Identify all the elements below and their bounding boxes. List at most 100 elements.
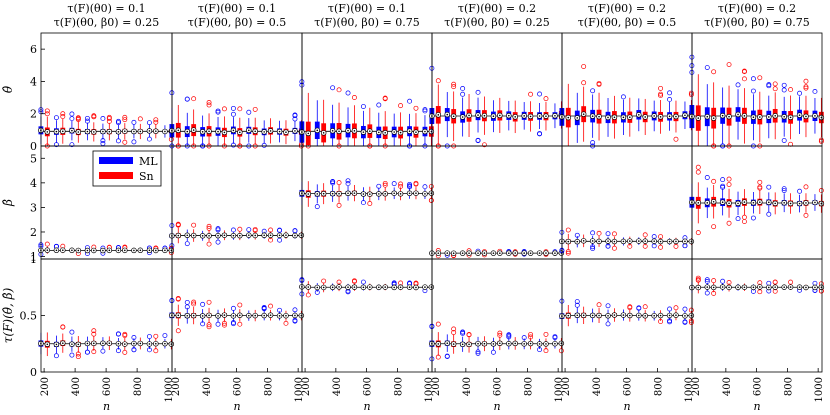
x-tick-label: 1000 (294, 377, 305, 402)
panel-r1-c4 (429, 32, 565, 149)
y-tick-label: 5 (30, 152, 37, 165)
median-dot (269, 314, 272, 316)
column-title-line2: τ(F)(θ0, β0) = 0.75 (704, 16, 810, 29)
median-dot (798, 202, 801, 205)
median-dot (133, 130, 135, 133)
outlier-sn (772, 86, 778, 92)
outlier-ml (605, 231, 611, 237)
outlier-sn (428, 183, 434, 189)
outlier-ml (720, 278, 726, 284)
median-dot (523, 343, 525, 345)
outlier-sn (757, 75, 763, 81)
outlier-sn (283, 320, 289, 326)
median-dot (415, 192, 417, 195)
outlier-sn (206, 100, 212, 105)
median-dot (408, 192, 411, 195)
outlier-sn (268, 303, 274, 309)
median-dot (783, 115, 785, 118)
outlier-sn (658, 91, 664, 97)
outlier-ml (590, 244, 596, 250)
median-dot (164, 249, 166, 252)
median-dot (316, 193, 319, 195)
outlier-ml (184, 299, 190, 305)
median-dot (148, 249, 151, 252)
median-dot (789, 116, 792, 119)
median-dot (186, 234, 189, 237)
median-dot (71, 129, 73, 132)
column-title-line2: τ(F)(θ0, β0) = 0.75 (314, 16, 420, 29)
median-dot (378, 193, 380, 195)
median-dot (369, 130, 371, 132)
median-dot (523, 115, 525, 117)
outlier-sn (726, 280, 732, 285)
outlier-sn (726, 182, 732, 187)
outlier-sn (627, 243, 633, 249)
outlier-ml (590, 88, 596, 94)
panel-r1-c1 (38, 32, 175, 149)
median-dot (223, 314, 226, 316)
outlier-ml (407, 98, 413, 104)
median-dot (613, 314, 616, 316)
legend-box (92, 150, 162, 187)
x-tick-label: 800 (393, 377, 404, 396)
median-dot (514, 252, 516, 254)
outlier-ml (636, 305, 642, 311)
median-dot (117, 249, 120, 252)
panel-r2-c2 (169, 145, 305, 260)
x-tick-label: 800 (133, 377, 144, 396)
outlier-sn (658, 319, 664, 324)
outlier-ml (100, 348, 106, 354)
median-dot (338, 130, 340, 133)
outlier-ml (292, 228, 298, 234)
median-dot (629, 116, 631, 119)
median-dot (415, 286, 417, 289)
median-dot (446, 113, 449, 116)
median-dot (338, 192, 340, 195)
outlier-ml (215, 239, 221, 245)
median-dot (668, 240, 671, 243)
outlier-sn (153, 119, 159, 125)
median-dot (239, 234, 241, 237)
median-dot (737, 202, 739, 205)
median-dot (752, 286, 755, 289)
outlier-ml (360, 104, 366, 109)
median-dot (62, 130, 64, 133)
median-dot (55, 343, 58, 346)
median-dot (706, 286, 709, 288)
outlier-sn (206, 324, 212, 330)
y-tick-label: 1 (30, 253, 37, 266)
outlier-ml (422, 108, 428, 114)
median-dot (201, 235, 204, 237)
outlier-ml (345, 90, 351, 96)
outlier-sn (565, 227, 571, 233)
median-dot (538, 115, 541, 117)
median-dot (768, 201, 770, 204)
panel-r3-c5 (559, 258, 695, 373)
x-tick-label: 800 (523, 377, 534, 396)
x-tick-label: 400 (202, 377, 213, 396)
outlier-sn (398, 183, 404, 189)
outlier-sn (543, 331, 549, 337)
median-dot (263, 131, 265, 133)
median-dot (798, 114, 801, 116)
median-dot (752, 116, 755, 119)
outlier-sn (581, 64, 587, 69)
outlier-sn (611, 231, 617, 237)
outlier-ml (605, 303, 611, 309)
x-tick-label: 1000 (814, 377, 825, 402)
outlier-ml (277, 307, 283, 313)
median-dot (607, 314, 609, 317)
y-tick-label: 2 (30, 226, 37, 239)
outlier-ml (277, 227, 283, 233)
median-dot (697, 202, 700, 204)
median-dot (653, 314, 655, 317)
outlier-ml (552, 335, 558, 341)
outlier-ml (574, 232, 580, 238)
median-dot (554, 252, 556, 254)
median-dot (452, 252, 455, 255)
outlier-ml (667, 90, 673, 96)
median-dot (598, 115, 600, 118)
outlier-ml (781, 188, 787, 194)
outlier-ml (261, 142, 267, 148)
outlier-ml (200, 301, 206, 307)
